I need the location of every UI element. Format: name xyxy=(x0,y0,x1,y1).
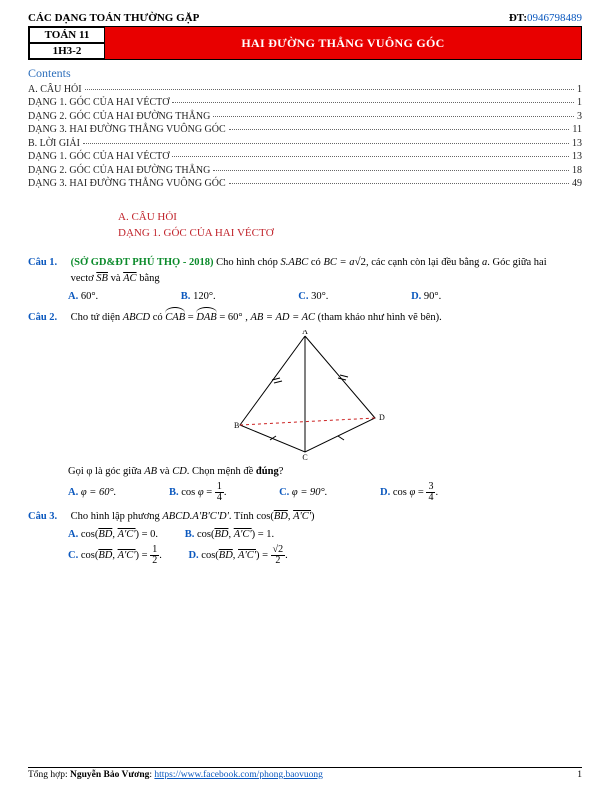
section-a1: DẠNG 1. GÓC CỦA HAI VÉCTƠ xyxy=(118,227,582,239)
band-title: HAI ĐƯỜNG THẲNG VUÔNG GÓC xyxy=(105,27,581,59)
q3-options-1: A. cos(BD, A'C') = 0. B. cos(BD, A'C') =… xyxy=(68,527,582,542)
q2-body: Cho tứ diện ABCD có CAB = DAB = 60° , AB… xyxy=(71,310,571,325)
q1-source: (SỞ GD&ĐT PHÚ THỌ - 2018) xyxy=(71,257,214,268)
q2-options: A. φ = 60°. B. cos φ = 14. C. φ = 90°. D… xyxy=(68,482,582,503)
q3-number: Câu 3. xyxy=(28,509,68,524)
footer-left: Tổng hợp: Nguyễn Bảo Vương: https://www.… xyxy=(28,770,323,780)
box-toan11: TOÁN 11 xyxy=(29,27,105,43)
toc-row: A. CÂU HỎI1 xyxy=(28,84,582,95)
q1-body: (SỞ GD&ĐT PHÚ THỌ - 2018) Cho hình chóp … xyxy=(71,255,571,286)
footer: Tổng hợp: Nguyễn Bảo Vương: https://www.… xyxy=(28,767,582,780)
toc-row: DẠNG 3. HAI ĐƯỜNG THẲNG VUÔNG GÓC49 xyxy=(28,178,582,189)
title-band: TOÁN 11 1H3-2 HAI ĐƯỜNG THẲNG VUÔNG GÓC xyxy=(28,26,582,60)
toc-row: DẠNG 1. GÓC CỦA HAI VÉCTƠ1 xyxy=(28,97,582,108)
tetrahedron-figure: A B C D xyxy=(210,330,400,460)
toc-row: B. LỜI GIẢI13 xyxy=(28,138,582,149)
q1-number: Câu 1. xyxy=(28,255,68,270)
svg-text:A: A xyxy=(302,330,308,336)
page-number: 1 xyxy=(577,770,582,780)
toc-row: DẠNG 3. HAI ĐƯỜNG THẲNG VUÔNG GÓC11 xyxy=(28,124,582,135)
q3-body: Cho hình lập phương ABCD.A'B'C'D'. Tính … xyxy=(71,509,571,524)
footer-link[interactable]: https://www.facebook.com/phong.baovuong xyxy=(154,770,323,780)
page: CÁC DẠNG TOÁN THƯỜNG GẶP ĐT:0946798489 T… xyxy=(0,0,610,788)
header-right: ĐT:0946798489 xyxy=(509,12,582,24)
question-2: Câu 2. Cho tứ diện ABCD có CAB = DAB = 6… xyxy=(28,310,582,502)
toc-row: DẠNG 1. GÓC CỦA HAI VÉCTƠ13 xyxy=(28,151,582,162)
q2-sub: Gọi φ là góc giữa AB và CD. Chọn mệnh đề… xyxy=(68,464,582,479)
svg-text:B: B xyxy=(234,421,239,430)
svg-text:C: C xyxy=(302,453,307,460)
toc-row: DẠNG 2. GÓC CỦA HAI ĐƯỜNG THẲNG3 xyxy=(28,111,582,122)
toc-row: DẠNG 2. GÓC CỦA HAI ĐƯỜNG THẲNG18 xyxy=(28,165,582,176)
q1-options: A. 60°. B. 120°. C. 30°. D. 90°. xyxy=(68,289,582,304)
q2-number: Câu 2. xyxy=(28,310,68,325)
toc: A. CÂU HỎI1 DẠNG 1. GÓC CỦA HAI VÉCTƠ1 DẠN… xyxy=(28,84,582,190)
header-row: CÁC DẠNG TOÁN THƯỜNG GẶP ĐT:0946798489 xyxy=(28,12,582,24)
question-3: Câu 3. Cho hình lập phương ABCD.A'B'C'D'… xyxy=(28,509,582,566)
box-1h3-2: 1H3-2 xyxy=(29,43,105,59)
question-1: Câu 1. (SỞ GD&ĐT PHÚ THỌ - 2018) Cho hìn… xyxy=(28,255,582,304)
svg-text:D: D xyxy=(379,413,385,422)
course-boxes: TOÁN 11 1H3-2 xyxy=(29,27,105,59)
contents-label: Contents xyxy=(28,66,582,81)
section-a: A. CÂU HỎI xyxy=(118,211,582,223)
q3-options-2: C. cos(BD, A'C') = 12. D. cos(BD, A'C') … xyxy=(68,545,582,566)
header-left: CÁC DẠNG TOÁN THƯỜNG GẶP xyxy=(28,12,199,24)
